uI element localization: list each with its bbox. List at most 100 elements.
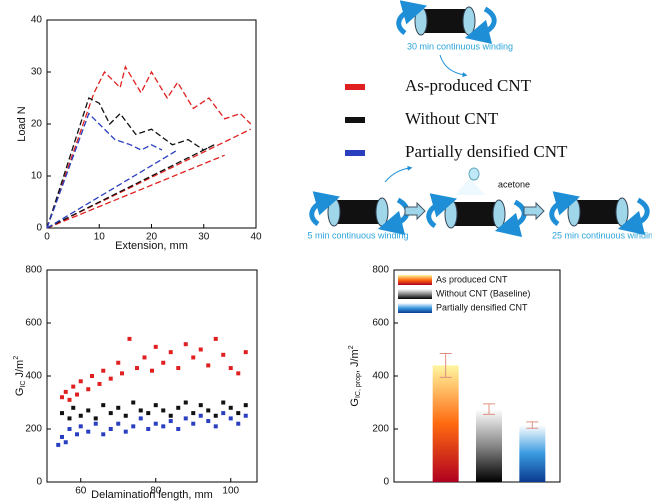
point [236,421,241,426]
y-tick-label: 400 [372,371,389,382]
point [153,344,158,349]
point [127,336,132,341]
legend-swatch [398,289,432,299]
point [67,416,72,421]
point [86,429,91,434]
x-tick-label: 60 [75,486,87,497]
point [75,432,79,437]
y-axis-label-part: 2 [13,356,20,360]
spool [396,0,497,45]
x-tick-label: 0 [44,232,50,243]
point [243,403,248,408]
legend-swatch [398,303,432,313]
spool [309,191,410,236]
error-bar [526,421,539,429]
point [86,408,91,413]
point [213,413,218,418]
point [67,427,72,431]
y-axis-label-part: IC [20,381,27,388]
point [101,403,106,408]
caption: 30 min continuous winding [407,41,513,51]
error-bar [483,403,495,415]
y-axis-label-part: , J/m [349,349,361,373]
data-line [46,65,252,229]
point [228,416,233,421]
point [206,408,211,413]
point [142,355,147,360]
legend-swatch [398,275,432,285]
point [138,416,143,421]
point [228,366,233,371]
x-tick-label: 30 [198,232,210,243]
point [153,421,158,426]
point [191,421,196,426]
legend-label: Without CNT [405,109,499,128]
point [108,376,113,381]
point [78,413,83,418]
point [93,421,98,426]
x-tick-label: 100 [222,486,239,497]
y-tick-label: 0 [36,223,42,234]
y-axis-label-part: Load N [16,106,28,142]
point [161,424,166,429]
spool [426,193,527,238]
point [116,405,121,410]
y-tick-label: 200 [25,424,42,435]
point [120,371,124,376]
point [63,389,68,394]
diagram: 30 min continuous winding acetone 5 min … [307,0,652,240]
point [198,413,203,418]
bar [432,365,459,482]
point [221,352,226,357]
point [60,395,64,400]
point [86,387,91,392]
y-axis-label-part: 2 [348,345,355,349]
point [123,413,128,418]
point [90,374,94,378]
point [168,413,173,418]
point [191,411,196,416]
y-tick-label: 400 [25,371,42,382]
y-axis-label-part: IC, prop [355,373,362,398]
legend-label: As produced CNT [436,274,508,284]
point [123,429,128,434]
point [78,424,83,429]
x-axis-label: Extension, mm [115,240,188,252]
legend-swatch [345,117,365,123]
point [236,411,241,416]
arrow [384,165,413,183]
data-line [46,112,178,229]
point [191,355,196,360]
point [146,411,151,416]
legend-label: Partially densified CNT [405,142,568,161]
y-axis-label: GIC J/m2 [13,356,27,396]
label: acetone [498,179,530,189]
point [67,397,72,402]
plot-frame [46,19,257,229]
point [176,405,181,410]
arrow [523,201,545,221]
point [206,363,211,368]
bar [519,425,546,482]
point [131,424,136,429]
point [176,427,181,431]
point [146,427,151,431]
point [213,424,218,429]
point [116,421,121,426]
point [71,384,76,389]
point [221,400,226,405]
y-axis-label-part: G [349,398,361,407]
point [168,419,173,424]
y-tick-label: 40 [31,15,43,26]
point [97,381,102,386]
point [56,442,61,447]
point [138,408,143,413]
point [131,400,136,405]
point [78,379,83,384]
legend-swatch [345,84,365,90]
point [135,366,139,371]
point [108,411,113,416]
y-tick-label: 30 [31,67,43,78]
y-tick-label: 200 [372,424,389,435]
